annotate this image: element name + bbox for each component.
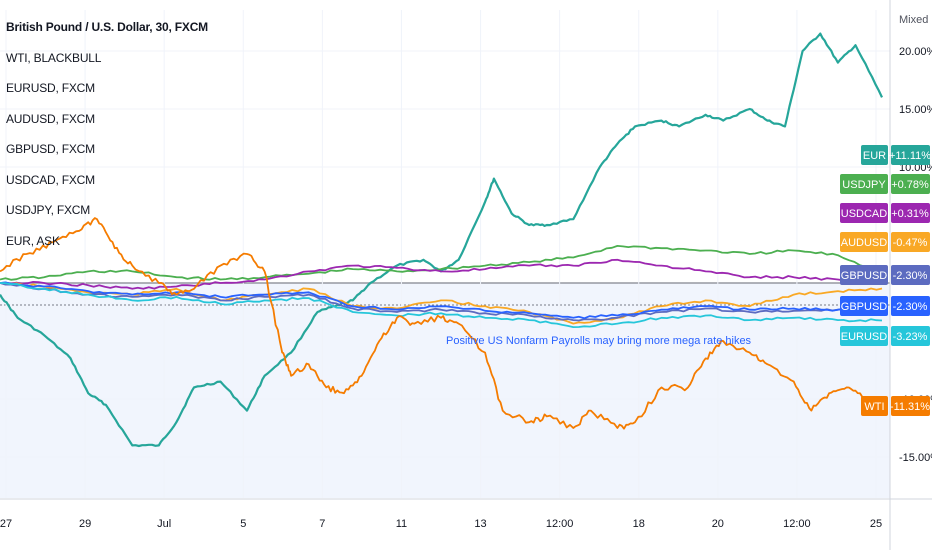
legend-item-usdjpy[interactable]: USDJPY, FXCM bbox=[6, 203, 91, 217]
x-tick-label: 20 bbox=[712, 518, 724, 530]
legend: British Pound / U.S. Dollar, 30, FXCM WT… bbox=[6, 20, 208, 264]
series-badge-usdcad[interactable]: USDCAD +0.31% bbox=[840, 203, 930, 223]
series-layer bbox=[0, 32, 883, 448]
badge-value-bg bbox=[891, 326, 930, 346]
series-line-eur[interactable] bbox=[0, 32, 883, 448]
series-line-eurusd[interactable] bbox=[0, 282, 883, 328]
badge-name: WTI bbox=[864, 401, 884, 413]
legend-item-gbpusd-main[interactable]: British Pound / U.S. Dollar, 30, FXCM bbox=[6, 20, 208, 34]
y-tick-label: 15.00% bbox=[899, 104, 932, 116]
x-tick-label: 13 bbox=[474, 518, 486, 530]
x-tick-label: 18 bbox=[633, 518, 645, 530]
x-tick-label: 12:00 bbox=[546, 518, 574, 530]
badge-name-bg bbox=[861, 396, 888, 416]
badge-value: +11.11% bbox=[889, 150, 931, 162]
badge-name-bg bbox=[840, 265, 888, 285]
series-line-usdcad[interactable] bbox=[0, 258, 883, 290]
series-badge-wti[interactable]: WTI -11.31% bbox=[861, 396, 930, 416]
badge-layer: EUR +11.11% USDJPY +0.78% USDCAD +0.31% AUDUSD… bbox=[840, 145, 931, 416]
legend-item-usdcad[interactable]: USDCAD, FXCM bbox=[6, 172, 95, 187]
series-badge-eur[interactable]: EUR +11.11% bbox=[861, 145, 931, 165]
badge-name: GBPUSD bbox=[841, 270, 888, 282]
legend-item-eurusd[interactable]: EURUSD, FXCM bbox=[6, 81, 95, 95]
x-tick-label: 5 bbox=[240, 518, 246, 530]
legend-item-wti[interactable]: WTI, BLACKBULL bbox=[6, 50, 102, 65]
badge-value: -11.31% bbox=[890, 401, 930, 413]
x-tick-label: 27 bbox=[0, 518, 12, 530]
badge-name-bg bbox=[840, 232, 888, 252]
x-tick-label: 7 bbox=[319, 518, 325, 530]
badge-value-bg bbox=[891, 203, 930, 223]
badge-value-bg bbox=[891, 296, 930, 316]
series-badge-gbpusd[interactable]: GBPUSD -2.30% bbox=[840, 265, 930, 285]
badge-name-bg bbox=[840, 296, 888, 316]
series-line-gbpusd[interactable] bbox=[0, 282, 883, 322]
series-line-wti[interactable] bbox=[0, 217, 883, 430]
legend-item-audusd[interactable]: AUDUSD, FXCM bbox=[6, 111, 95, 126]
x-tick-label: 11 bbox=[396, 518, 407, 530]
badge-name-bg bbox=[840, 203, 888, 223]
badge-value: -2.30% bbox=[893, 270, 928, 282]
badge-name: USDCAD bbox=[841, 208, 888, 220]
series-line-audusd[interactable] bbox=[0, 282, 883, 325]
series-line-gbpusd[interactable] bbox=[0, 281, 883, 320]
badge-value-bg bbox=[891, 145, 930, 165]
zero-shading bbox=[0, 283, 890, 498]
series-line-usdjpy[interactable] bbox=[0, 245, 883, 281]
badge-value: +0.31% bbox=[891, 208, 929, 220]
x-tick-label: 12:00 bbox=[783, 518, 811, 530]
badge-name: GBPUSD bbox=[841, 301, 888, 313]
badge-value-bg bbox=[891, 174, 930, 194]
series-badge-usdjpy[interactable]: USDJPY +0.78% bbox=[840, 174, 930, 194]
x-tick-label: Jul bbox=[157, 518, 171, 530]
badge-value-bg bbox=[891, 232, 930, 252]
x-tick-label: 25 bbox=[870, 518, 882, 530]
badge-name-bg bbox=[840, 174, 888, 194]
series-badge-audusd[interactable]: AUDUSD -0.47% bbox=[840, 232, 930, 252]
series-badge-gbpusd[interactable]: GBPUSD -2.30% bbox=[840, 296, 930, 316]
badge-name: USDJPY bbox=[842, 179, 886, 191]
badge-name: EURUSD bbox=[841, 331, 888, 343]
badge-name-bg bbox=[861, 145, 888, 165]
y-tick-label: -15.00% bbox=[899, 452, 932, 464]
badge-name: AUDUSD bbox=[841, 237, 888, 249]
legend-item-gbpusd[interactable]: GBPUSD, FXCM bbox=[6, 142, 95, 156]
badge-value-bg bbox=[891, 396, 930, 416]
badge-name: EUR bbox=[863, 150, 886, 162]
scale-mode-label[interactable]: Mixed bbox=[899, 14, 929, 26]
y-tick-label: 20.00% bbox=[899, 46, 932, 58]
annotation-layer: Positive US Nonfarm Payrolls may bring m… bbox=[446, 335, 752, 347]
badge-value: -3.23% bbox=[893, 331, 928, 343]
x-tick-label: 29 bbox=[79, 518, 91, 530]
badge-value: -0.47% bbox=[893, 237, 928, 249]
annotation-text[interactable]: Positive US Nonfarm Payrolls may bring m… bbox=[446, 335, 752, 347]
badge-value: -2.30% bbox=[893, 301, 928, 313]
badge-name-bg bbox=[840, 326, 888, 346]
series-badge-eurusd[interactable]: EURUSD -3.23% bbox=[840, 326, 930, 346]
x-axis[interactable]: 27 29 Jul 5 7 11 13 12:00 18 20 12:00 25 bbox=[0, 498, 932, 530]
legend-item-eur[interactable]: EUR, ASK bbox=[6, 233, 60, 248]
badge-value: +0.78% bbox=[891, 179, 929, 191]
badge-value-bg bbox=[891, 265, 930, 285]
